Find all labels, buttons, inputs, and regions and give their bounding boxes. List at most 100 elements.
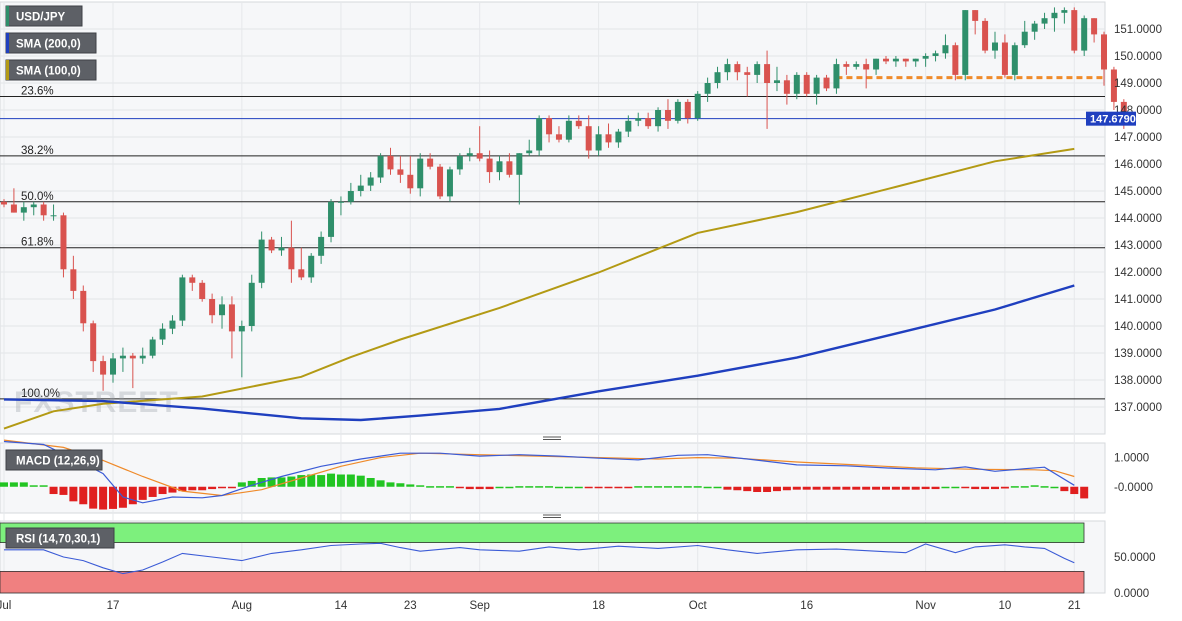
legend-label-macd: MACD (12,26,9)	[16, 456, 100, 468]
candle-body	[1091, 18, 1098, 35]
candle-bullish	[635, 112, 642, 127]
legend-usdjpy[interactable]: USD/JPY	[5, 5, 83, 27]
macd-histogram-bar	[921, 486, 930, 490]
candle-bullish	[446, 166, 453, 202]
last-price-value: 147.6790	[1090, 114, 1136, 126]
macd-histogram-bar	[237, 482, 246, 487]
macd-histogram-bar	[426, 486, 435, 488]
date-tick-label: Oct	[689, 600, 708, 612]
candle-body	[60, 215, 67, 270]
candle-body	[159, 328, 166, 340]
candle-bullish	[912, 58, 919, 67]
macd-histogram-bar	[49, 486, 58, 495]
macd-histogram-bar	[128, 486, 137, 505]
macd-line	[3, 440, 1075, 504]
legend-sma-100[interactable]: SMA (100,0)	[5, 59, 97, 81]
candle-bullish	[169, 315, 176, 335]
macd-histogram-bar	[852, 486, 861, 490]
candle-body	[793, 74, 800, 94]
candle-body	[1120, 101, 1127, 119]
candle-bullish	[417, 153, 424, 197]
candle-bearish	[60, 212, 67, 278]
candle-body	[149, 339, 156, 356]
macd-histogram-bar	[406, 484, 415, 487]
candle-body	[189, 277, 196, 283]
macd-histogram-bar	[475, 486, 484, 490]
macd-histogram-bar	[594, 486, 603, 489]
candle-body	[833, 64, 840, 89]
candle-bearish	[803, 72, 810, 97]
legend-sma-200[interactable]: SMA (200,0)	[5, 32, 97, 54]
candle-body	[486, 158, 493, 173]
price-tick-label: 143.0000	[1114, 240, 1162, 252]
candle-bearish	[972, 10, 979, 35]
candle-bullish	[1041, 12, 1048, 29]
legend-macd[interactable]: MACD (12,26,9)	[5, 449, 103, 471]
candle-body	[278, 247, 285, 251]
macd-histogram-bar	[277, 477, 286, 487]
macd-histogram-bar	[693, 486, 702, 488]
candle-body	[80, 290, 87, 324]
candle-bullish	[714, 66, 721, 89]
candle-body	[20, 207, 27, 213]
candle-bearish	[1001, 34, 1008, 78]
candle-body	[318, 236, 325, 256]
macd-histogram-bar	[683, 486, 692, 488]
candle-body	[575, 120, 582, 127]
candle-body	[357, 185, 364, 191]
candle-bullish	[595, 126, 602, 156]
rsi-zones	[0, 522, 1085, 594]
candle-bullish	[328, 199, 335, 243]
macd-histogram-bar	[1020, 486, 1029, 488]
macd-histogram-bar	[862, 486, 871, 490]
candle-bearish	[585, 115, 592, 159]
candle-bullish	[30, 201, 37, 216]
candle-bullish	[159, 323, 166, 345]
candle-bearish	[645, 112, 652, 129]
candle-bullish	[655, 107, 662, 132]
candle-bullish	[149, 336, 156, 359]
candle-body	[585, 126, 592, 151]
candle-bearish	[555, 126, 562, 143]
legend-rsi[interactable]: RSI (14,70,30,1)	[5, 527, 115, 549]
macd-histogram-bar	[545, 486, 554, 488]
macd-histogram-bar	[743, 486, 752, 492]
fib-level-label: 61.8%	[21, 237, 54, 249]
candle-body	[248, 282, 255, 326]
candle-bearish	[298, 247, 305, 281]
candle-body	[1071, 10, 1078, 51]
candle-body	[30, 204, 37, 208]
date-tick-label: 23	[404, 600, 417, 612]
candle-bullish	[1061, 7, 1068, 24]
candle-body	[992, 42, 998, 51]
macd-histogram-bar	[1050, 486, 1059, 489]
candle-bearish	[1, 199, 7, 208]
candle-bullish	[704, 77, 711, 102]
macd-histogram-bar	[535, 486, 544, 488]
macd-histogram-bar	[554, 486, 563, 489]
candle-body	[1011, 45, 1018, 75]
macd-histogram-bar	[842, 486, 851, 490]
macd-histogram-bar	[564, 486, 573, 489]
macd-histogram-bar	[911, 486, 920, 490]
candle-body	[595, 134, 602, 151]
macd-histogram-bar	[1070, 486, 1079, 495]
macd-histogram-bar	[138, 486, 147, 500]
macd-histogram-bar	[188, 486, 197, 491]
svg-text:FXSTREET: FXSTREET	[14, 386, 179, 419]
macd-histogram-bar	[584, 486, 593, 489]
date-tick-label: 21	[1068, 600, 1081, 612]
macd-histogram-bar	[89, 486, 98, 509]
macd-histogram-bar	[465, 486, 474, 490]
candle-body	[50, 215, 57, 217]
macd-histogram-bar	[822, 486, 831, 490]
candle-bullish	[347, 182, 354, 205]
macd-histogram-bar	[0, 482, 8, 487]
macd-histogram-bar	[654, 486, 663, 488]
panel-resize-handle[interactable]	[541, 436, 563, 441]
candle-bullish	[1011, 42, 1018, 81]
rsi-oversold-zone	[0, 571, 1085, 594]
candle-body	[516, 153, 523, 175]
panel-resize-handle[interactable]	[541, 514, 563, 519]
